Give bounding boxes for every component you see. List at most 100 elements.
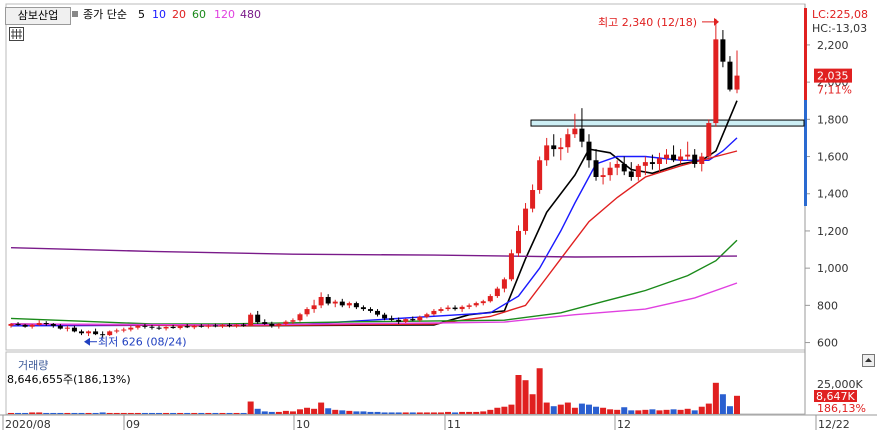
candle [205,325,211,327]
candle [515,230,521,254]
candle [269,323,275,326]
volume-bar [522,380,529,414]
volume-bar [459,411,466,414]
candle [163,326,169,329]
ma-period-480[interactable]: 480 [240,8,261,21]
candle [508,253,514,280]
stock-name-button[interactable]: 삼보산업 [5,7,71,25]
candle [290,320,296,322]
ma-line-120 [10,282,738,326]
candle [219,324,225,327]
ma-line-480 [10,247,738,258]
candle [586,141,592,161]
volume-bar [508,404,515,414]
candle [360,307,366,310]
volume-bar [430,412,437,414]
volume-bar [409,412,416,414]
volume-bar [402,412,409,414]
ma-period-5[interactable]: 5 [138,8,145,21]
low-arrow-icon [84,337,90,346]
ma-period-120[interactable]: 120 [214,8,235,21]
candle [304,309,310,315]
candle [530,190,536,209]
candle [71,327,77,332]
legend-marker-icon [72,11,78,17]
price-tick-label: 1,600 [817,151,849,164]
volume-bar [395,412,402,414]
ma-period-20[interactable]: 20 [172,8,186,21]
volume-bar [50,412,57,414]
candle [297,314,303,321]
volume-bar [177,412,184,414]
candle [149,326,155,328]
candle [191,325,197,328]
pane-maximize-button[interactable] [862,354,875,367]
volume-bar [332,409,339,414]
current-volume-badge [814,390,857,402]
candle [43,323,49,325]
candle [424,314,430,317]
volume-bar [311,408,318,414]
ma-title: 종가 단순 [83,8,127,21]
candle [212,325,218,327]
candle [367,309,373,311]
volume-bar [156,412,163,414]
candle [480,301,486,304]
candle [64,327,70,329]
volume-bar [219,412,226,414]
candle [311,305,317,310]
candle [720,39,726,62]
candle [656,158,662,164]
candle [706,123,712,157]
volume-bar [501,406,508,414]
ma-period-10[interactable]: 10 [152,8,166,21]
candle [375,310,381,315]
candle [452,307,458,310]
ma-period-60[interactable]: 60 [192,8,206,21]
candle [628,171,634,177]
candle [734,75,740,90]
high-arrow-icon [714,17,719,26]
volume-bar [564,402,571,414]
volume-bar [550,406,557,414]
hc-bar [804,100,807,206]
price-tick-label: 1,000 [817,262,849,275]
candle [262,322,268,324]
volume-bar [557,404,564,414]
table-grid-icon[interactable] [9,27,24,41]
volume-bar [85,412,92,414]
volume-bar [381,412,388,414]
candle [699,156,705,164]
candle [353,303,359,308]
volume-pane [5,351,806,415]
volume-bar [585,404,592,414]
candle [234,324,240,326]
candle [121,329,127,331]
candle [572,128,578,135]
candle [283,321,289,324]
volume-bar [36,412,43,414]
candle [664,154,670,159]
candle [565,134,571,148]
candle [396,319,402,322]
volume-bar [360,411,367,414]
date-label: 11 [447,418,461,431]
current-price-badge [814,68,852,83]
candle [551,145,557,150]
candle [417,316,423,321]
candle [50,323,56,326]
volume-bar [120,412,127,414]
volume-bar [127,412,134,414]
candle [184,326,190,328]
volume-bar [466,411,473,414]
volume-bar [614,409,621,414]
candle [403,319,409,322]
candle [727,61,733,90]
volume-bar [691,410,698,414]
volume-bar [163,412,170,414]
candle [382,314,388,319]
volume-bar [684,408,691,414]
volume-axis-max: 25,000K [817,378,863,391]
candle [389,318,395,320]
